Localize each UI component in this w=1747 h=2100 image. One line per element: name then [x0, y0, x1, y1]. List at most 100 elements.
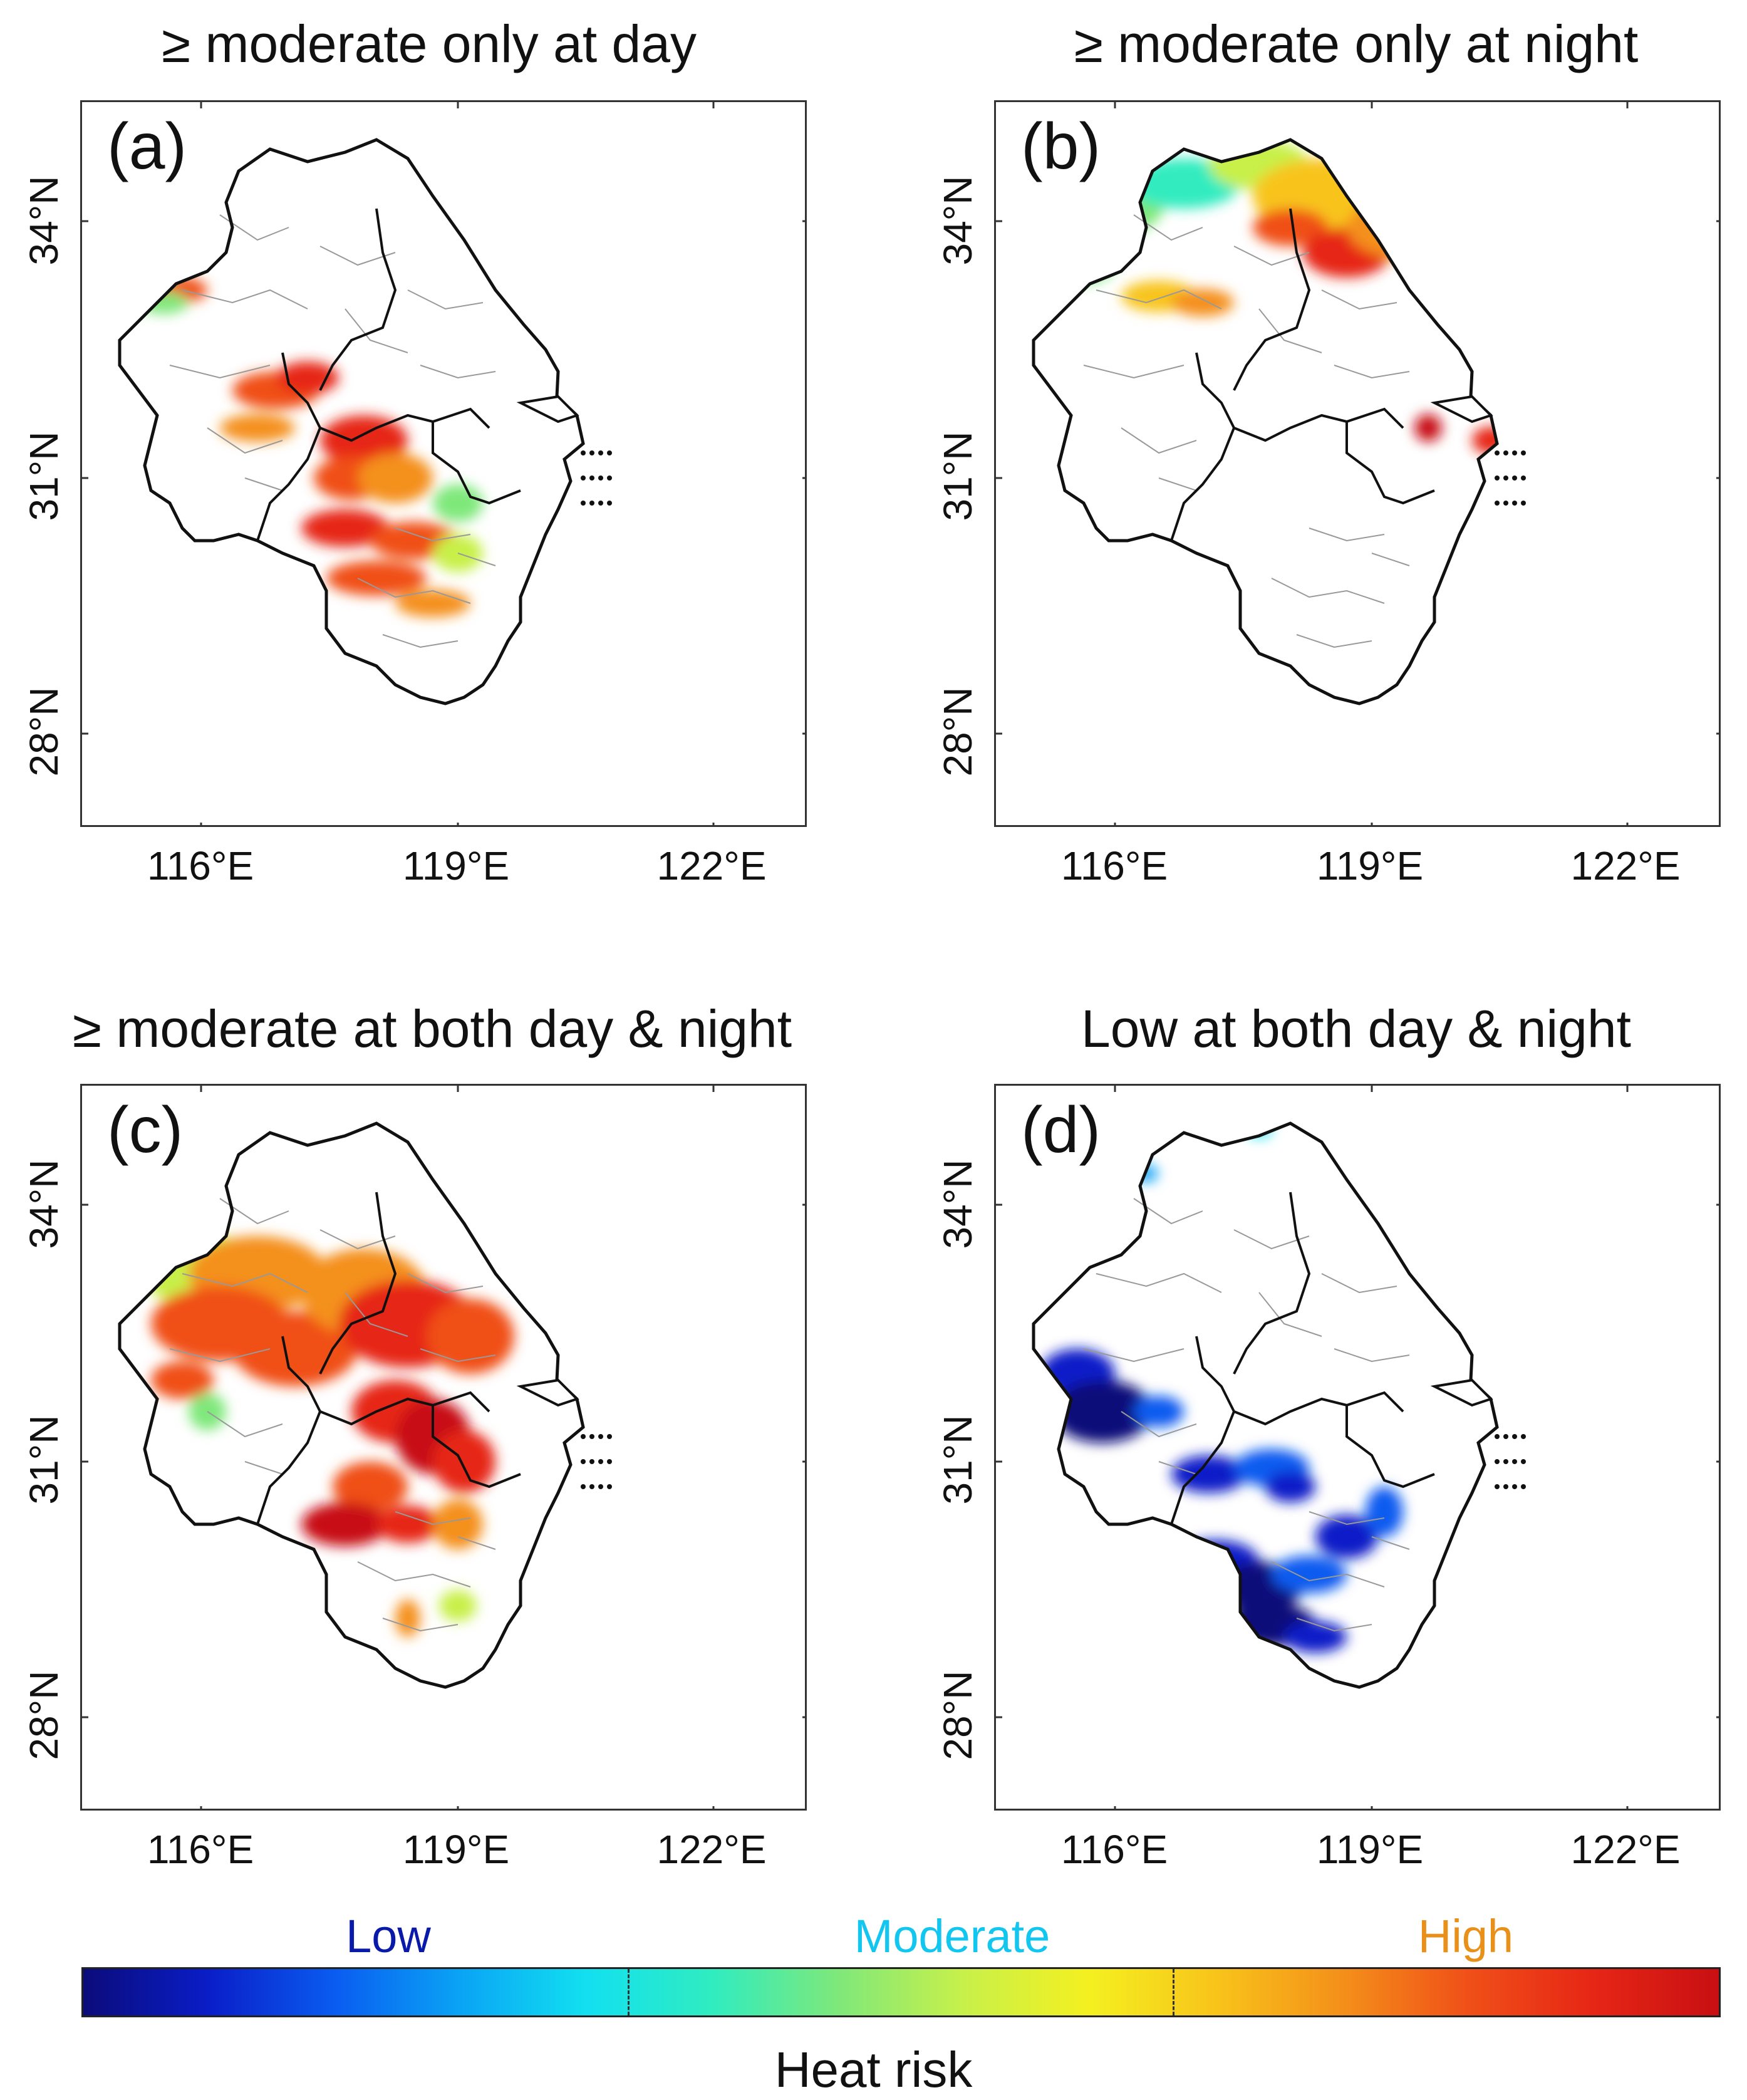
county-boundary: [1309, 528, 1385, 542]
county-boundary: [1334, 1348, 1410, 1363]
island: [1503, 450, 1508, 455]
region-outline: [118, 138, 585, 705]
island: [1503, 1459, 1508, 1464]
heat-risk-patch: [395, 1599, 420, 1637]
county-boundary: [1271, 578, 1385, 604]
island: [607, 476, 612, 481]
island: [1512, 1459, 1517, 1464]
heat-risk-patch: [1171, 1455, 1247, 1493]
heat-risk-patch: [433, 1430, 495, 1493]
county-boundary: [1271, 1561, 1385, 1588]
island: [1521, 1434, 1526, 1439]
island: [581, 1484, 586, 1489]
county-boundary: [1296, 1618, 1372, 1632]
county-boundary: [1096, 1272, 1222, 1293]
panel-d-map: (d): [994, 1084, 1721, 1811]
county-boundary: [1309, 1511, 1385, 1526]
heat-risk-areas: [1040, 140, 1497, 691]
heat-risk-areas: [138, 1230, 514, 1637]
county-boundary: [1334, 365, 1410, 379]
lat-label-31: 31°N: [21, 431, 66, 521]
legend-title: Heat risk: [774, 2042, 973, 2097]
heat-risk-patch: [320, 415, 408, 465]
estuary: [516, 1378, 579, 1407]
heat-risk-patch: [1265, 1471, 1315, 1502]
heat-risk-patch: [427, 1299, 514, 1374]
panel-a-map: (a): [80, 100, 807, 827]
heat-risk-patch: [326, 561, 427, 596]
island: [1521, 1484, 1526, 1489]
heat-risk-areas: [138, 276, 483, 617]
province-boundary: [256, 352, 322, 541]
panel-b-title: ≥ moderate only at night: [1074, 14, 1639, 73]
heat-risk-patch: [1462, 641, 1482, 691]
county-boundary: [244, 1461, 283, 1475]
lon-label-119: 119°E: [1316, 843, 1424, 888]
lat-label-28: 28°N: [935, 687, 980, 777]
panel-d-canvas: [996, 1086, 1719, 1809]
province-boundary: [1170, 352, 1236, 541]
county-boundary: [1233, 246, 1310, 266]
lon-label-116: 116°E: [147, 1827, 254, 1872]
panel-a-canvas: [82, 102, 805, 825]
county-boundary: [182, 1272, 308, 1293]
lat-label-28: 28°N: [21, 1670, 66, 1760]
province-boundary: [1233, 208, 1311, 391]
island: [1512, 1484, 1517, 1489]
heat-risk-patch: [151, 1361, 214, 1399]
county-boundary: [345, 1292, 408, 1337]
heat-risk-patch: [433, 484, 483, 522]
county-boundary: [357, 578, 471, 604]
county-boundary: [395, 528, 471, 542]
lon-label-119: 119°E: [402, 843, 510, 888]
island: [581, 1434, 586, 1439]
island: [598, 476, 603, 481]
island: [1512, 1434, 1517, 1439]
island: [1495, 1459, 1500, 1464]
province-boundary: [1345, 422, 1435, 505]
heat-risk-patch: [1472, 427, 1497, 454]
heat-risk-patch: [1480, 588, 1497, 644]
county-boundary: [1121, 1411, 1197, 1438]
island: [581, 450, 586, 455]
county-boundary: [457, 1536, 496, 1550]
island: [581, 501, 586, 506]
county-boundary: [1258, 308, 1322, 353]
province-boundary: [432, 422, 521, 505]
lon-label-122: 122°E: [656, 843, 767, 888]
panel-d-label: (d): [1021, 1094, 1101, 1167]
panel-c-canvas: [82, 1086, 805, 1809]
island: [607, 1484, 612, 1489]
county-boundary: [182, 289, 308, 309]
island: [1521, 476, 1526, 481]
lon-label-116: 116°E: [1060, 1827, 1168, 1872]
estuary: [516, 395, 579, 424]
island: [1521, 1459, 1526, 1464]
legend-high-label: High: [1418, 1910, 1514, 1962]
estuary: [1430, 1378, 1493, 1407]
county-boundary: [1371, 553, 1410, 566]
heat-risk-patch: [1272, 1556, 1347, 1593]
county-boundary: [1083, 365, 1185, 379]
lat-label-31: 31°N: [935, 431, 980, 521]
heat-risk-patch: [1414, 414, 1442, 442]
county-boundary: [1258, 1292, 1322, 1337]
region-outline: [118, 1121, 585, 1689]
island: [1521, 501, 1526, 506]
county-boundary: [382, 1618, 459, 1632]
county-boundary: [319, 1229, 396, 1250]
lon-label-119: 119°E: [1316, 1827, 1424, 1872]
island: [1512, 501, 1517, 506]
island: [1495, 450, 1500, 455]
heat-risk-patch: [1486, 531, 1497, 575]
island: [607, 501, 612, 506]
lon-label-116: 116°E: [1060, 843, 1168, 888]
island: [598, 1459, 603, 1464]
legend-low-label: Low: [346, 1910, 431, 1962]
county-boundary: [1096, 289, 1222, 309]
panel-c-label: (c): [107, 1094, 184, 1167]
heat-risk-patch: [220, 414, 295, 442]
county-boundary: [420, 365, 496, 379]
island: [1503, 476, 1508, 481]
lat-label-34: 34°N: [935, 175, 980, 266]
